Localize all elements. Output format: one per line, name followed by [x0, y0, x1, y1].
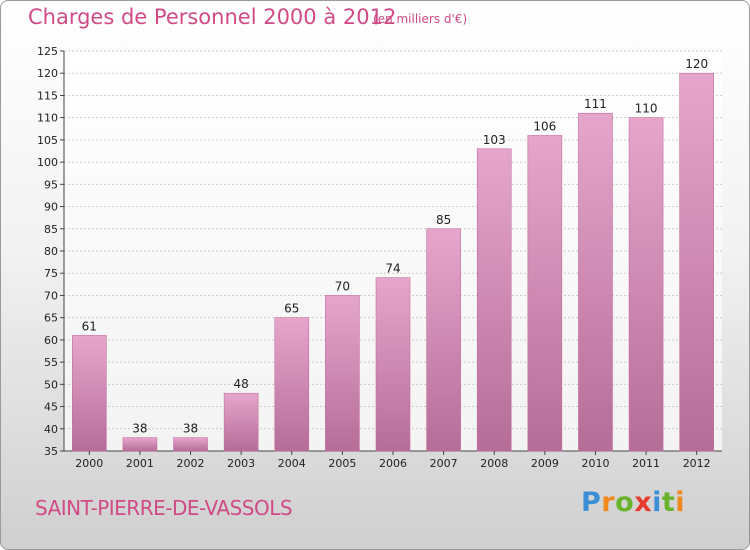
y-tick-label: 90: [44, 201, 58, 214]
bar: [173, 437, 208, 452]
y-tick-label: 50: [44, 378, 58, 391]
chart-subtitle: (en milliers d'€): [373, 12, 468, 26]
commune-name: SAINT-PIERRE-DE-VASSOLS: [35, 496, 293, 520]
bar: [274, 317, 310, 452]
x-tick-label: 2007: [430, 457, 458, 470]
y-tick-label: 85: [44, 223, 58, 236]
y-tick-label: 45: [44, 401, 58, 414]
bar: [527, 135, 563, 452]
y-tick-label: 115: [37, 89, 58, 102]
y-tick-label: 35: [44, 445, 58, 458]
bar: [325, 295, 360, 452]
data-label: 85: [436, 213, 451, 227]
logo-letter: o: [615, 487, 635, 518]
x-tick-label: 2005: [328, 457, 356, 470]
y-tick-label: 105: [37, 134, 58, 147]
bar: [578, 112, 613, 452]
logo-letter: P: [581, 487, 602, 518]
x-tick-label: 2009: [531, 457, 559, 470]
data-label: 103: [483, 133, 506, 147]
bar: [223, 392, 259, 452]
y-tick-label: 100: [37, 156, 58, 169]
data-label: 48: [234, 377, 249, 391]
data-label: 70: [335, 279, 350, 293]
y-tick-label: 70: [44, 289, 58, 302]
bar: [122, 437, 158, 452]
y-tick-label: 75: [44, 267, 58, 280]
logo-letter: x: [634, 487, 653, 518]
data-label: 106: [533, 119, 556, 133]
data-label: 74: [385, 262, 400, 276]
y-tick-label: 120: [37, 67, 58, 80]
y-tick-label: 55: [44, 356, 58, 369]
y-tick-label: 60: [44, 334, 58, 347]
y-tick-label: 110: [37, 112, 58, 125]
x-tick-label: 2002: [177, 457, 205, 470]
logo-letter: r: [601, 487, 616, 518]
logo-letter: i: [652, 487, 662, 518]
y-tick-label: 80: [44, 245, 58, 258]
data-label: 38: [132, 422, 147, 436]
x-tick-label: 2001: [126, 457, 154, 470]
x-tick-label: 2010: [581, 457, 609, 470]
y-tick-label: 65: [44, 312, 58, 325]
data-label: 120: [685, 57, 708, 71]
bar: [476, 148, 512, 452]
x-tick-label: 2008: [480, 457, 508, 470]
bar: [679, 72, 714, 452]
x-tick-label: 2011: [632, 457, 660, 470]
logo-letter: i: [675, 487, 686, 518]
logo-letter: t: [661, 487, 676, 518]
x-tick-label: 2000: [75, 457, 103, 470]
x-tick-label: 2012: [683, 457, 711, 470]
data-label: 38: [183, 422, 198, 436]
y-tick-label: 95: [44, 178, 58, 191]
bar: [72, 335, 107, 452]
bar: [375, 277, 411, 452]
data-label: 110: [635, 102, 658, 116]
chart-title: Charges de Personnel 2000 à 2012: [28, 5, 397, 29]
bar: [628, 117, 664, 452]
y-tick-label: 125: [37, 45, 58, 58]
data-label: 111: [584, 97, 607, 111]
x-tick-label: 2003: [227, 457, 255, 470]
data-label: 61: [82, 319, 97, 333]
bar: [426, 228, 461, 452]
x-tick-label: 2006: [379, 457, 407, 470]
data-label: 65: [284, 302, 299, 316]
proxiti-logo: Proxiti: [581, 487, 685, 518]
y-tick-label: 40: [44, 423, 58, 436]
x-tick-label: 2004: [278, 457, 306, 470]
